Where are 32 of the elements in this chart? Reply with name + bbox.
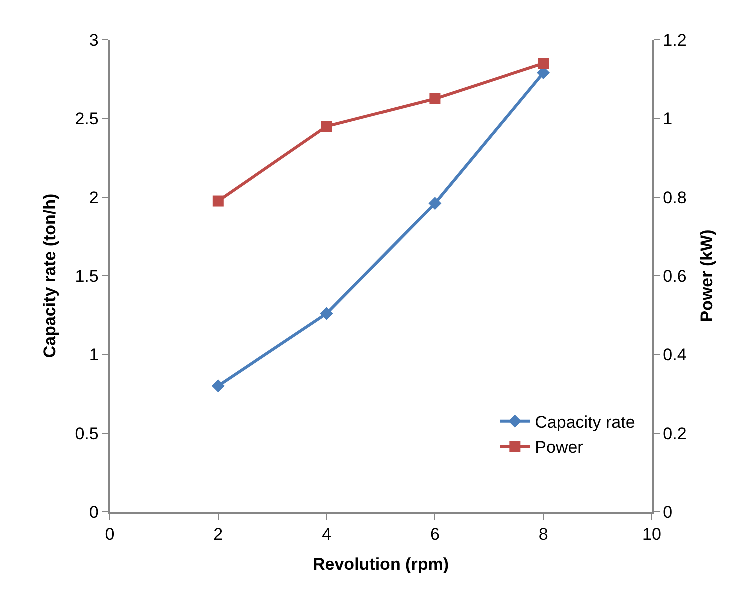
x-tick-label: 8	[538, 525, 548, 544]
x-axis-title: Revolution (rpm)	[313, 555, 449, 574]
point	[212, 196, 224, 207]
x-tick-label: 6	[430, 525, 440, 544]
x-tick-label: 10	[642, 525, 662, 544]
y2-tick-label: 1	[663, 110, 673, 129]
legend-label: Capacity rate	[535, 412, 636, 432]
y2-axis-title: Power (kW)	[698, 230, 717, 322]
point	[538, 58, 550, 70]
y2-tick-label: 0	[663, 502, 673, 522]
y-tick-label: 2.5	[75, 110, 99, 129]
x-tick-label: 0	[105, 525, 115, 544]
point	[430, 94, 441, 104]
y-tick-label: 0	[89, 502, 99, 522]
point	[212, 380, 225, 393]
point	[321, 121, 332, 132]
y2-tick-label: 0.4	[663, 346, 687, 365]
y2-tick-label: 0.8	[663, 188, 687, 208]
y2-tick-label: 0.6	[663, 266, 687, 286]
y-tick-label: 2	[89, 188, 99, 208]
y-tick-label: 0.5	[75, 424, 99, 444]
x-tick-label: 4	[322, 525, 332, 544]
legend-label: Power	[535, 438, 584, 458]
y-axis-title: Capacity rate (ton/h)	[40, 194, 60, 358]
y2-tick-label: 0.2	[663, 424, 687, 444]
x-tick-label: 2	[214, 525, 224, 544]
y-tick-label: 1	[89, 346, 99, 365]
y-tick-label: 1.5	[75, 266, 99, 286]
point	[428, 197, 442, 210]
y2-tick-label: 1.2	[663, 30, 687, 50]
point	[320, 307, 334, 320]
y-tick-label: 3	[89, 30, 99, 50]
